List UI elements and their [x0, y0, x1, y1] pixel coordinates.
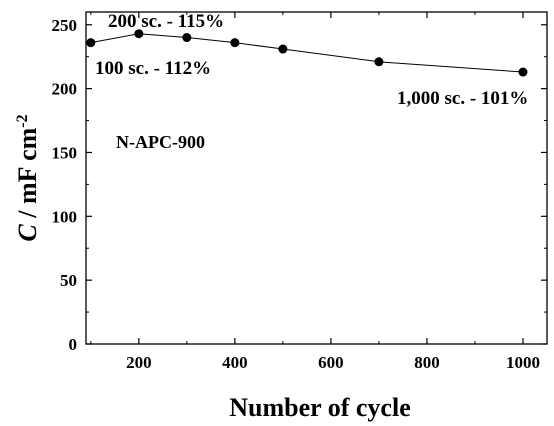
y-tick-labels: 0 50 100 150 200 250	[52, 16, 78, 354]
y-tick-label: 250	[52, 16, 78, 35]
y-axis-title-var: C	[13, 224, 42, 242]
x-axis-title: Number of cycle	[229, 393, 410, 422]
x-tick-labels: 200 400 600 800 1000	[126, 353, 540, 372]
y-tick-label: 50	[60, 271, 77, 290]
data-point	[182, 33, 192, 43]
annotation-1000: 1,000 sc. - 101%	[397, 88, 528, 109]
data-point	[374, 57, 384, 67]
data-point	[518, 67, 528, 77]
y-tick-label: 150	[52, 143, 78, 162]
data-point	[134, 29, 144, 39]
sample-label: N-APC-900	[116, 132, 205, 152]
x-tick-label: 400	[222, 353, 248, 372]
axis-ticks	[86, 12, 547, 345]
y-axis-title: C / mF cm-2	[13, 114, 42, 241]
x-tick-label: 600	[318, 353, 344, 372]
annotation-200: 200 sc. - 115%	[108, 11, 224, 32]
data-points	[86, 29, 528, 77]
y-axis-title-unit: / mF cm	[13, 127, 42, 224]
y-tick-label: 100	[52, 207, 78, 226]
data-point	[278, 44, 288, 54]
x-tick-label: 1000	[506, 353, 540, 372]
annotation-100: 100 sc. - 112%	[95, 58, 211, 79]
x-tick-label: 200	[126, 353, 152, 372]
plot-frame	[85, 11, 548, 345]
y-axis-title-sup: -2	[14, 114, 31, 127]
y-tick-label: 0	[69, 335, 78, 354]
x-tick-label: 800	[414, 353, 440, 372]
data-point	[230, 38, 240, 48]
data-point	[86, 38, 96, 48]
y-tick-label: 200	[52, 80, 78, 99]
